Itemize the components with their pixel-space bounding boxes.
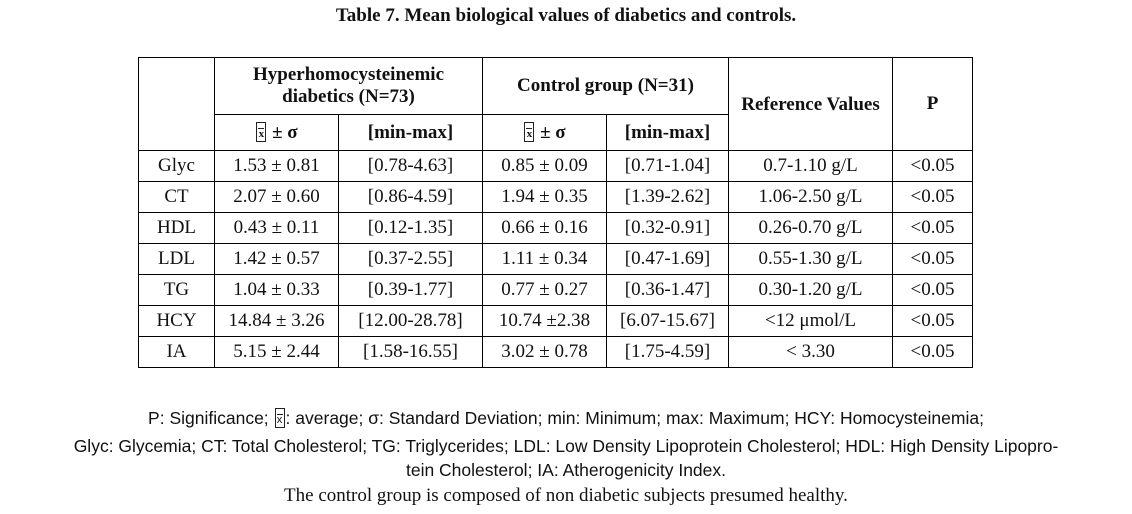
reference-cell: 0.7-1.10 g/L (728, 150, 893, 182)
diabetics-range-cell: [12.00-28.78] (338, 305, 483, 337)
control-range-cell: [0.32-0.91] (606, 212, 729, 244)
table-row: IA 5.15 ± 2.44 [1.58-16.55] 3.02 ± 0.78 … (138, 336, 973, 368)
control-range-cell: [0.71-1.04] (606, 150, 729, 182)
param-cell: Glyc (138, 150, 215, 182)
table-row: TG 1.04 ± 0.33 [0.39-1.77] 0.77 ± 0.27 [… (138, 274, 973, 306)
control-range-cell: [1.39-2.62] (606, 181, 729, 213)
diabetics-range-cell: [1.58-16.55] (338, 336, 483, 368)
control-mean-cell: 0.66 ± 0.16 (482, 212, 607, 244)
control-mean-cell: 0.85 ± 0.09 (482, 150, 607, 182)
reference-cell: 0.26-0.70 g/L (728, 212, 893, 244)
xbar-icon (274, 408, 285, 428)
footnote-line-1: P: Significance; : average; σ: Standard … (0, 406, 1132, 430)
diabetics-mean-cell: 0.43 ± 0.11 (214, 212, 339, 244)
table-row: LDL 1.42 ± 0.57 [0.37-2.55] 1.11 ± 0.34 … (138, 243, 973, 275)
control-range-cell: [0.36-1.47] (606, 274, 729, 306)
diabetics-mean-cell: 1.53 ± 0.81 (214, 150, 339, 182)
footnote-definitions: : average; σ: Standard Deviation; min: M… (285, 408, 984, 428)
diabetics-range-cell: [0.86-4.59] (338, 181, 483, 213)
p-cell: <0.05 (892, 212, 973, 244)
xbar-icon (256, 121, 267, 142)
param-cell: TG (138, 274, 215, 306)
p-cell: <0.05 (892, 336, 973, 368)
diabetics-range-cell: [0.37-2.55] (338, 243, 483, 275)
header-group-diabetics: Hyperhomocysteinemic diabetics (N=73) (214, 57, 483, 115)
diabetics-range-cell: [0.12-1.35] (338, 212, 483, 244)
control-range-cell: [0.47-1.69] (606, 243, 729, 275)
control-mean-cell: 1.11 ± 0.34 (482, 243, 607, 275)
diabetics-mean-cell: 1.04 ± 0.33 (214, 274, 339, 306)
p-cell: <0.05 (892, 243, 973, 275)
footnote-significance: P: Significance; (148, 408, 269, 428)
control-range-cell: [6.07-15.67] (606, 305, 729, 337)
p-cell: <0.05 (892, 274, 973, 306)
diabetics-mean-cell: 14.84 ± 3.26 (214, 305, 339, 337)
reference-cell: <12 μmol/L (728, 305, 893, 337)
diabetics-range-cell: [0.39-1.77] (338, 274, 483, 306)
header-range-diabetics: [min-max] (338, 114, 483, 151)
header-p: P (892, 57, 973, 151)
diabetics-mean-cell: 2.07 ± 0.60 (214, 181, 339, 213)
p-cell: <0.05 (892, 181, 973, 213)
header-empty-cell (138, 57, 215, 151)
header-range-control: [min-max] (606, 114, 729, 151)
reference-cell: 0.55-1.30 g/L (728, 243, 893, 275)
reference-cell: 1.06-2.50 g/L (728, 181, 893, 213)
header-mean-sd-label: ± σ (272, 121, 298, 143)
footnote-line-4: The control group is composed of non dia… (284, 485, 848, 506)
control-mean-cell: 1.94 ± 0.35 (482, 181, 607, 213)
param-cell: HCY (138, 305, 215, 337)
param-cell: IA (138, 336, 215, 368)
p-cell: <0.05 (892, 305, 973, 337)
header-row-1: Hyperhomocysteinemic diabetics (N=73) Co… (138, 57, 973, 151)
header-mean-sd-control: ± σ (482, 114, 607, 151)
control-mean-cell: 10.74 ±2.38 (482, 305, 607, 337)
diabetics-range-cell: [0.78-4.63] (338, 150, 483, 182)
header-mean-sd-diabetics: ± σ (214, 114, 339, 151)
table-title: Table 7. Mean biological values of diabe… (335, 5, 797, 26)
table-row: HCY 14.84 ± 3.26 [12.00-28.78] 10.74 ±2.… (138, 305, 973, 337)
param-cell: CT (138, 181, 215, 213)
reference-cell: 0.30-1.20 g/L (728, 274, 893, 306)
header-group-control: Control group (N=31) (482, 57, 729, 115)
p-cell: <0.05 (892, 150, 973, 182)
diabetics-mean-cell: 1.42 ± 0.57 (214, 243, 339, 275)
control-range-cell: [1.75-4.59] (606, 336, 729, 368)
header-reference-values: Reference Values (728, 57, 893, 151)
table-row: Glyc 1.53 ± 0.81 [0.78-4.63] 0.85 ± 0.09… (138, 150, 973, 182)
control-mean-cell: 3.02 ± 0.78 (482, 336, 607, 368)
results-table: Hyperhomocysteinemic diabetics (N=73) Co… (138, 57, 973, 368)
control-mean-cell: 0.77 ± 0.27 (482, 274, 607, 306)
diabetics-mean-cell: 5.15 ± 2.44 (214, 336, 339, 368)
table-row: CT 2.07 ± 0.60 [0.86-4.59] 1.94 ± 0.35 [… (138, 181, 973, 213)
xbar-icon (524, 121, 535, 142)
param-cell: LDL (138, 243, 215, 275)
param-cell: HDL (138, 212, 215, 244)
footnote-line-2: Glyc: Glycemia; CT: Total Cholesterol; T… (73, 436, 1059, 456)
table-row: HDL 0.43 ± 0.11 [0.12-1.35] 0.66 ± 0.16 … (138, 212, 973, 244)
footnote-line-3: tein Cholesterol; IA: Atherogenicity Ind… (405, 460, 727, 480)
header-mean-sd-label: ± σ (540, 121, 566, 143)
reference-cell: < 3.30 (728, 336, 893, 368)
